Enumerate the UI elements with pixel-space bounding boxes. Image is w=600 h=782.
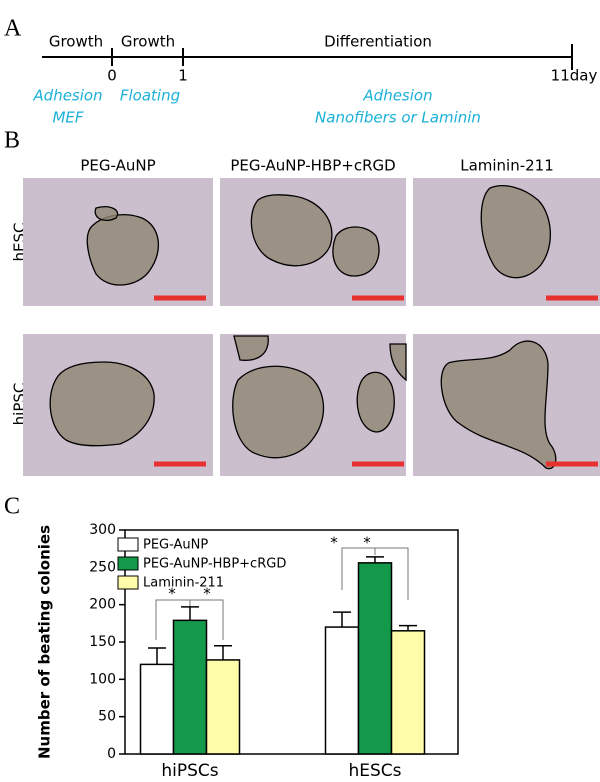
panel-label: C [4, 494, 20, 520]
y-tick-label: 100 [89, 671, 116, 687]
significance-star: * [363, 534, 371, 552]
condition: Nanofibers or Laminin [315, 109, 481, 127]
bar [205, 659, 241, 755]
timeline [42, 44, 573, 70]
y-tick-label: 150 [89, 634, 116, 650]
phase: Differentiation [324, 33, 432, 51]
y-tick-label: 250 [89, 559, 116, 575]
phase: Growth [121, 33, 175, 51]
legend-swatch [117, 537, 139, 552]
column-header: PEG-AuNP [80, 157, 155, 175]
bar [139, 663, 175, 755]
bar [357, 562, 393, 755]
x-tick-label: hiPSCs [161, 761, 218, 781]
condition: Adhesion [362, 87, 432, 105]
x-tick-label: hESCs [348, 761, 401, 781]
condition: Floating [120, 87, 180, 105]
day: 0 [107, 67, 117, 85]
bar [390, 630, 426, 755]
column-header: Laminin-211 [460, 157, 554, 175]
panel-label: A [4, 16, 22, 42]
y-tick-label: 50 [98, 709, 116, 725]
y-tick-label: 0 [107, 746, 116, 762]
legend-label: PEG-AuNP-HBP+cRGD [143, 557, 286, 572]
legend-label: PEG-AuNP [143, 538, 208, 553]
y-axis-title: Number of beating colonies [36, 525, 54, 759]
condition: Adhesion [32, 87, 102, 105]
bar [172, 619, 208, 755]
legend-label: Laminin-211 [143, 576, 224, 591]
bar [324, 626, 360, 755]
panel-label: B [4, 128, 20, 154]
legend-swatch [117, 575, 139, 590]
day: 1 [178, 67, 188, 85]
phase: Growth [49, 33, 103, 51]
y-tick-label: 300 [89, 522, 116, 538]
significance-star: * [168, 585, 176, 603]
micrographs [23, 178, 600, 476]
legend-swatch [117, 556, 139, 571]
condition: MEF [52, 109, 83, 127]
column-header: PEG-AuNP-HBP+cRGD [230, 157, 395, 175]
day: 11day [551, 67, 598, 85]
y-tick-label: 200 [89, 597, 116, 613]
significance-star: * [330, 534, 338, 552]
significance-star: * [203, 585, 211, 603]
